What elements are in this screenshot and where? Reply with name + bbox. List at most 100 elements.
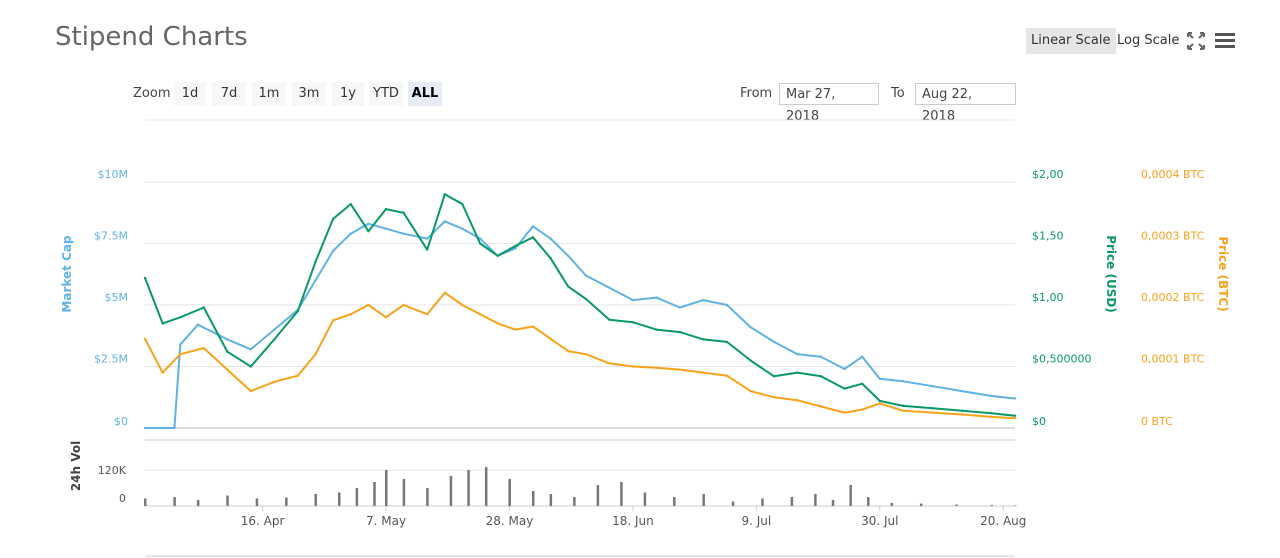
from-date-input[interactable]: Mar 27, 2018 xyxy=(779,83,879,124)
data-point-price-usd xyxy=(249,365,253,368)
data-point-market-cap xyxy=(843,367,846,371)
data-point-price-btc xyxy=(496,322,499,325)
data-point-price-usd xyxy=(631,321,635,324)
data-point-market-cap xyxy=(655,296,658,299)
data-point-market-cap xyxy=(331,249,335,253)
data-point-price-usd xyxy=(202,306,205,309)
data-point-price-btc xyxy=(273,380,276,384)
volume-bar xyxy=(814,494,817,506)
data-point-price-btc xyxy=(296,374,300,377)
zoom-all-button[interactable]: ALL xyxy=(408,82,442,106)
data-point-price-btc xyxy=(425,313,429,316)
zoom-3m-button[interactable]: 3m xyxy=(292,82,326,106)
price-usd-tick: $0 xyxy=(1032,415,1046,428)
volume-bar xyxy=(373,482,376,506)
volume-axis-title: 24h Vol xyxy=(69,441,83,491)
data-point-price-usd xyxy=(496,254,499,257)
volume-bar xyxy=(702,494,705,506)
volume-bar xyxy=(355,488,359,506)
data-point-market-cap xyxy=(478,237,482,240)
zoom-7d-button[interactable]: 7d xyxy=(212,82,246,106)
price-btc-tick: 0 BTC xyxy=(1141,415,1173,428)
data-point-price-usd xyxy=(549,257,552,260)
data-point-market-cap xyxy=(226,338,229,341)
data-point-price-usd xyxy=(749,359,752,362)
volume-bar xyxy=(255,498,259,506)
volume-bar xyxy=(531,491,535,506)
data-point-price-usd xyxy=(531,236,535,239)
price-usd-axis-title: Price (USD) xyxy=(1104,235,1118,313)
data-point-price-btc xyxy=(567,349,570,353)
series-line-market-cap xyxy=(145,220,1016,429)
data-point-market-cap xyxy=(179,343,182,346)
data-point-price-usd xyxy=(384,207,388,211)
volume-bar xyxy=(673,497,676,506)
data-point-price-usd xyxy=(772,375,776,378)
data-point-price-btc xyxy=(249,389,253,393)
data-point-market-cap xyxy=(196,323,200,326)
hamburger-menu-icon[interactable] xyxy=(1214,31,1236,49)
volume-bar xyxy=(426,488,429,506)
linear-scale-button[interactable]: Linear Scale xyxy=(1026,28,1116,54)
volume-bar xyxy=(990,505,993,506)
data-point-market-cap xyxy=(878,377,881,380)
fullscreen-icon[interactable] xyxy=(1186,31,1206,51)
data-point-price-usd xyxy=(296,309,300,313)
data-point-price-btc xyxy=(631,365,635,368)
volume-bar xyxy=(790,497,794,506)
data-point-price-btc xyxy=(367,303,370,307)
zoom-1m-button[interactable]: 1m xyxy=(252,82,286,106)
volume-bar xyxy=(484,467,488,506)
data-point-price-btc xyxy=(608,362,611,365)
data-point-price-usd xyxy=(331,217,335,221)
data-point-price-btc xyxy=(772,396,776,399)
data-point-market-cap xyxy=(173,426,176,430)
data-point-price-usd xyxy=(461,202,464,206)
volume-bar xyxy=(919,503,923,506)
volume-bar xyxy=(731,501,735,506)
data-point-market-cap xyxy=(990,394,993,398)
series-line-price-btc xyxy=(144,291,1016,420)
volume-bar xyxy=(890,503,894,506)
data-point-price-btc xyxy=(478,313,482,316)
volume-bar xyxy=(385,470,388,506)
market-cap-tick: $7.5M xyxy=(94,230,128,243)
data-point-price-usd xyxy=(819,375,823,378)
zoom-ytd-button[interactable]: YTD xyxy=(369,82,403,106)
zoom-1d-button[interactable]: 1d xyxy=(174,82,206,106)
data-point-market-cap xyxy=(349,232,352,235)
x-tick-label: 9. Jul xyxy=(741,514,771,528)
volume-bar xyxy=(831,500,835,506)
data-point-price-usd xyxy=(425,248,429,251)
volume-bar xyxy=(173,497,176,506)
data-point-market-cap xyxy=(143,426,147,430)
volume-bar xyxy=(620,482,623,506)
data-point-price-btc xyxy=(702,371,705,374)
data-point-price-usd xyxy=(960,409,964,412)
page-title: Stipend Charts xyxy=(55,22,248,52)
data-point-price-usd xyxy=(843,387,846,390)
volume-bar xyxy=(285,497,288,506)
zoom-1y-button[interactable]: 1y xyxy=(332,82,364,106)
data-point-price-btc xyxy=(143,337,147,341)
data-point-market-cap xyxy=(273,328,276,331)
data-point-price-usd xyxy=(161,322,164,325)
data-point-price-btc xyxy=(349,313,352,316)
data-point-market-cap xyxy=(678,306,682,309)
data-point-price-usd xyxy=(702,338,705,341)
x-tick-label: 30. Jul xyxy=(861,514,898,528)
data-point-market-cap xyxy=(461,227,464,230)
data-point-market-cap xyxy=(608,286,611,289)
data-point-price-btc xyxy=(314,353,317,356)
data-point-price-usd xyxy=(179,316,182,319)
data-point-price-btc xyxy=(655,366,658,369)
data-point-market-cap xyxy=(549,237,552,240)
data-point-price-btc xyxy=(179,353,182,356)
data-point-price-btc xyxy=(514,328,517,331)
data-point-market-cap xyxy=(931,384,934,388)
log-scale-button[interactable]: Log Scale xyxy=(1117,33,1180,48)
volume-bar xyxy=(508,479,511,506)
data-point-market-cap xyxy=(531,225,535,228)
data-point-price-usd xyxy=(584,297,588,301)
